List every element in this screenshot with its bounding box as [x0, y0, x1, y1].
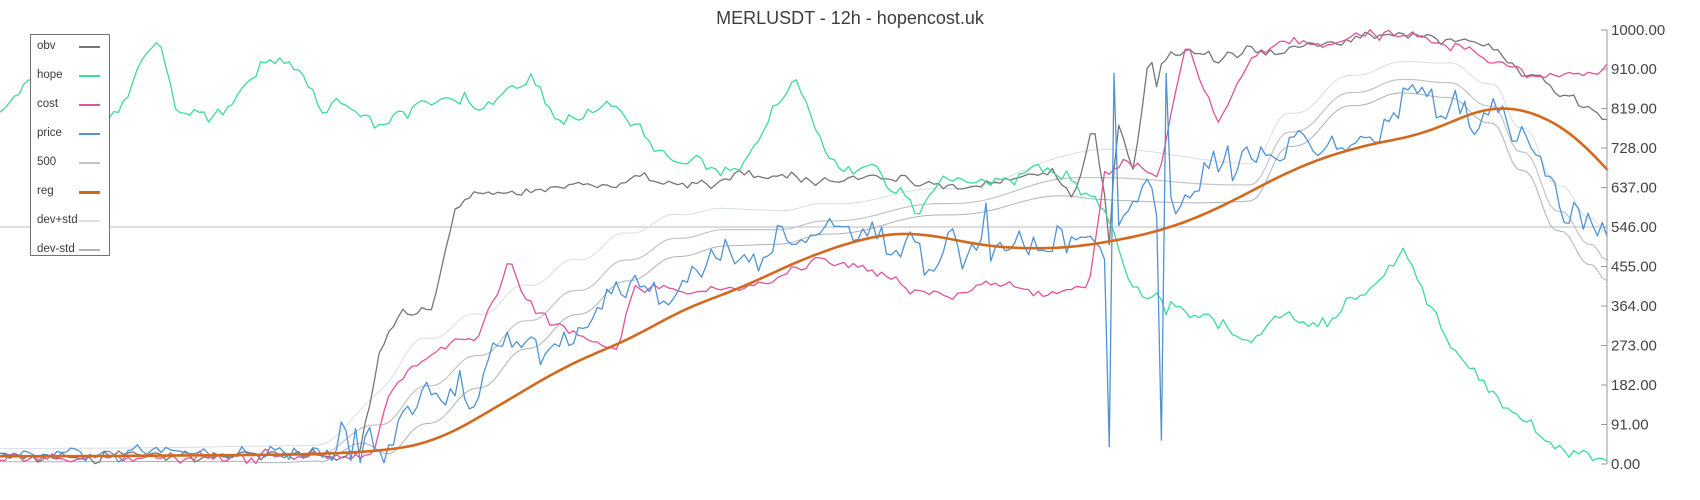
svg-text:819.00: 819.00	[1611, 101, 1657, 118]
svg-text:273.00: 273.00	[1611, 338, 1657, 355]
svg-text:182.00: 182.00	[1611, 377, 1657, 394]
svg-text:0.00: 0.00	[1611, 456, 1640, 473]
svg-text:455.00: 455.00	[1611, 259, 1657, 276]
svg-text:364.00: 364.00	[1611, 298, 1657, 315]
svg-text:728.00: 728.00	[1611, 140, 1657, 157]
svg-text:546.00: 546.00	[1611, 219, 1657, 236]
svg-text:91.00: 91.00	[1611, 417, 1649, 434]
svg-text:1000.00: 1000.00	[1611, 22, 1665, 39]
svg-text:637.00: 637.00	[1611, 180, 1657, 197]
svg-text:910.00: 910.00	[1611, 61, 1657, 78]
